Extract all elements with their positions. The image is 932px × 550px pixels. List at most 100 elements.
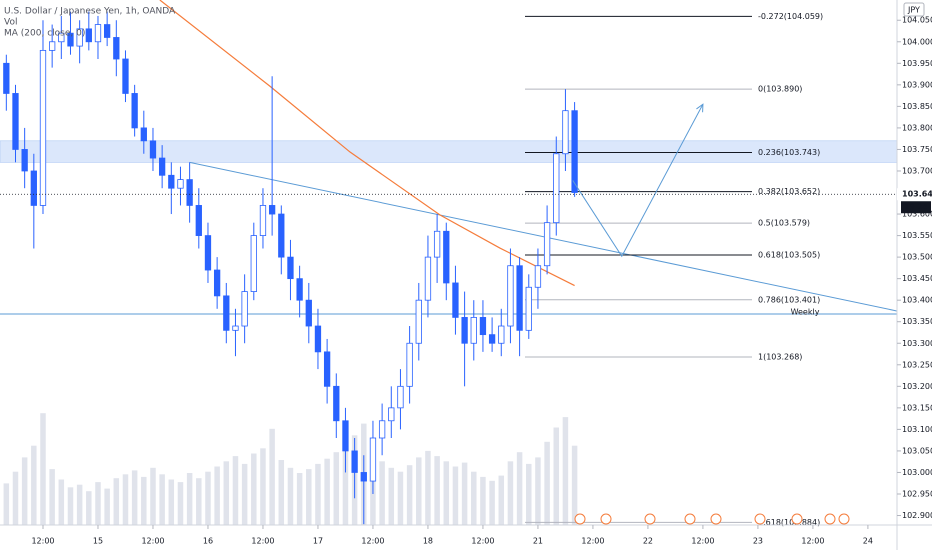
volume-bar xyxy=(526,463,532,525)
candle-body xyxy=(470,317,477,344)
candle-body xyxy=(378,420,386,439)
event-icon xyxy=(644,513,656,525)
last-price-label: 103.646 xyxy=(902,190,932,199)
candle-body xyxy=(94,24,102,43)
candle-body xyxy=(314,325,322,353)
volume-bar xyxy=(452,466,459,525)
x-tick-label: 12:00 xyxy=(581,537,604,546)
volume-bar xyxy=(186,473,193,525)
volume-bar xyxy=(260,448,266,525)
last-price-box xyxy=(897,188,932,201)
x-tick-label: 23 xyxy=(753,537,763,546)
candle-body xyxy=(76,28,83,47)
candle-body xyxy=(452,282,459,318)
volume-bar xyxy=(122,474,129,525)
volume-bar xyxy=(287,467,294,525)
x-tick-label: 21 xyxy=(533,537,543,546)
fib-label: 0.786(103.401) xyxy=(758,295,820,304)
candle-body xyxy=(323,351,331,387)
candle-body xyxy=(342,420,349,452)
y-tick-label: 104.050 xyxy=(902,16,932,25)
x-tick-label: 12:00 xyxy=(691,537,714,546)
candle-body xyxy=(516,265,523,331)
x-tick-label: 24 xyxy=(863,537,873,546)
candle-body xyxy=(488,334,496,344)
y-tick-label: 103.800 xyxy=(902,123,932,132)
y-tick-label: 103.100 xyxy=(902,425,932,434)
candle-body xyxy=(571,110,578,193)
candle-body xyxy=(204,235,212,271)
volume-bar xyxy=(251,453,257,525)
candle-body xyxy=(232,325,239,331)
y-tick-label: 102.900 xyxy=(902,511,932,520)
volume-bar xyxy=(58,479,65,525)
candle-body xyxy=(333,385,340,422)
volume-bar xyxy=(104,488,110,525)
event-icon xyxy=(824,513,836,525)
event-icon xyxy=(600,513,612,525)
fib-label: 1.618(102.884) xyxy=(758,518,820,527)
y-tick-label: 103.150 xyxy=(902,403,932,412)
volume-bar xyxy=(480,476,486,525)
candle-body xyxy=(39,49,47,206)
candle-body xyxy=(177,179,184,189)
trend-line xyxy=(189,161,897,312)
candle-body xyxy=(415,299,422,344)
candle-body xyxy=(131,93,138,129)
currency-box xyxy=(903,2,925,17)
projection-path xyxy=(572,103,704,258)
candle-body xyxy=(49,41,56,51)
volume-bar xyxy=(324,458,330,525)
candle-body xyxy=(406,342,413,387)
fib-label: 0.236(103.743) xyxy=(758,148,820,157)
volume-bar xyxy=(461,462,468,525)
y-tick-label: 103.300 xyxy=(902,339,932,348)
volume-bar xyxy=(86,491,92,525)
symbol-title: U.S. Dollar / Japanese Yen, 1h, OANDA xyxy=(4,7,176,17)
projection-arrowhead xyxy=(696,103,704,113)
x-tick-label: 22 xyxy=(643,537,653,546)
x-tick-label: 17 xyxy=(313,537,323,546)
volume-bar xyxy=(544,441,550,525)
volume-bar xyxy=(31,445,37,525)
volume-bar xyxy=(76,484,83,525)
countdown-label: 19:24 xyxy=(904,203,927,212)
volume-bar xyxy=(406,465,413,525)
candle-body xyxy=(168,174,175,189)
candle-body xyxy=(461,317,468,344)
y-tick-label: 103.350 xyxy=(902,317,932,326)
y-tick-label: 104.000 xyxy=(902,37,932,46)
candle-body xyxy=(433,230,441,258)
volume-bar xyxy=(562,417,569,525)
volume-bar xyxy=(489,480,495,525)
volume-bar xyxy=(553,427,560,525)
x-tick-label: 15 xyxy=(93,537,103,546)
volume-bar xyxy=(498,475,505,525)
currency: JPY xyxy=(907,6,920,15)
candle-body xyxy=(534,265,542,288)
candle-body xyxy=(525,286,532,331)
candle-body xyxy=(122,58,129,94)
volume-bar xyxy=(296,473,303,525)
candle-body xyxy=(388,407,395,422)
volume-bar xyxy=(67,487,74,525)
volume-bar xyxy=(232,456,239,525)
x-tick-label: 12:00 xyxy=(251,537,274,546)
volume-bar xyxy=(241,463,248,525)
candle-body xyxy=(553,153,560,224)
volume-bar xyxy=(196,478,202,525)
legend-ma: MA (200, close, 0) xyxy=(4,29,85,39)
candle-body xyxy=(278,213,285,258)
volume-bar xyxy=(214,466,220,525)
event-icon xyxy=(684,513,696,525)
volume-bar xyxy=(397,471,404,525)
event-icon xyxy=(791,513,803,525)
y-tick-label: 103.700 xyxy=(902,166,932,175)
candle-body xyxy=(213,269,221,297)
candle-body xyxy=(140,127,147,142)
fib-label: -0.272(104.059) xyxy=(758,12,823,21)
volume-bar xyxy=(434,456,440,525)
event-icons xyxy=(574,513,850,525)
volume-bar xyxy=(177,482,184,525)
